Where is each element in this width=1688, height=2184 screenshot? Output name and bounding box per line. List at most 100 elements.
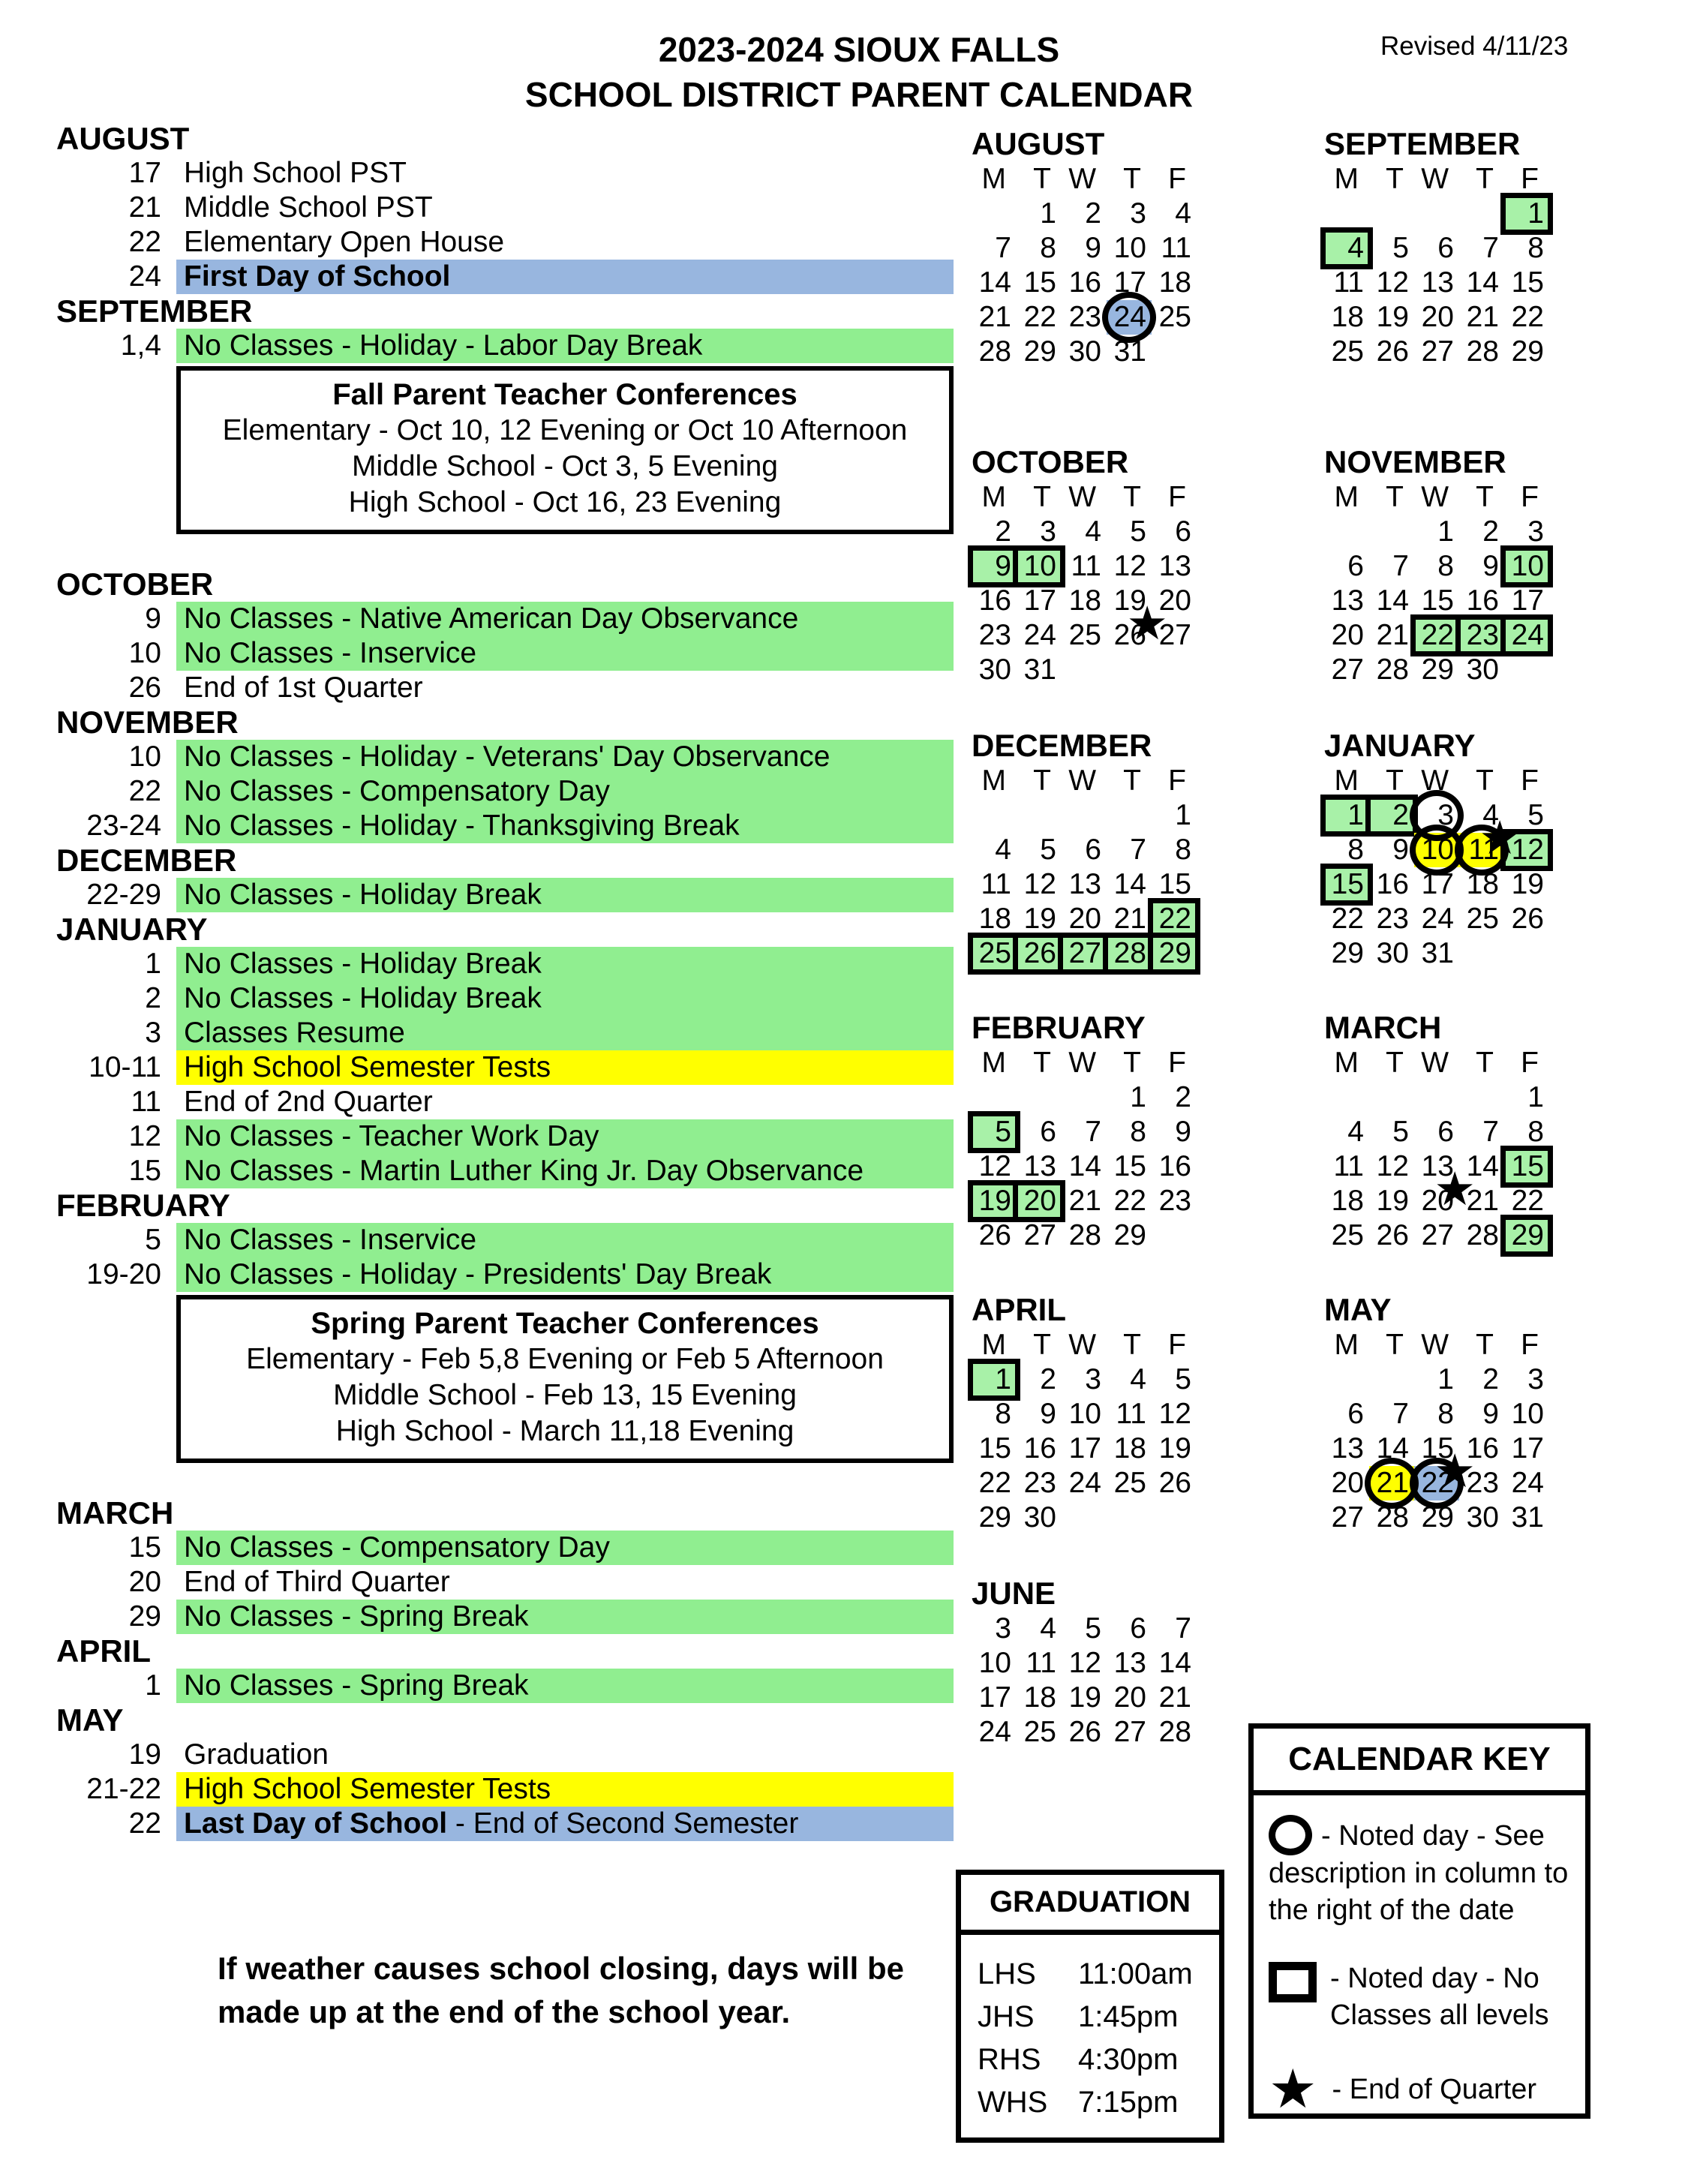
event-text: Graduation — [184, 1738, 329, 1771]
calendar-day-cell: 4 — [1347, 1116, 1364, 1148]
calendar-day-cell: 28 — [1466, 335, 1499, 368]
event-date: 22-29 — [86, 879, 161, 911]
no-classes-square-icon — [1269, 1962, 1317, 2002]
calendar-day-cell — [1062, 653, 1107, 687]
weather-note: If weather causes school closing, days w… — [218, 1947, 904, 2034]
weekday-label: T — [1476, 481, 1494, 513]
calendar-week-row: 7 8 9 10 11 — [972, 231, 1198, 266]
calendar-week-row: 15 16 17 18 19 — [972, 1431, 1198, 1466]
weekday-label: T — [1123, 1047, 1141, 1079]
calendar-day-cell: 30 — [1466, 1501, 1499, 1534]
calendar-day-cell: 18 — [1068, 584, 1101, 617]
event-text: High School Semester Tests — [176, 1050, 954, 1085]
calendar-day-cell: 7 — [1392, 550, 1409, 582]
key-entry-noted-day-circle: - Noted day - See description in column … — [1269, 1815, 1570, 1929]
event-text: No Classes - Holiday - Labor Day Break — [176, 329, 954, 363]
key-entry-end-of-quarter: ★ - End of Quarter — [1269, 2062, 1570, 2116]
weekday-label: T — [1476, 1329, 1494, 1361]
calendar-week-row: 19 20 21 22 23 — [968, 1180, 1198, 1222]
calendar-day-cell: 9 — [1392, 834, 1409, 866]
event-date: 5 — [145, 1224, 161, 1256]
calendar-week-row: 25 26 27 28 29 — [1324, 1215, 1553, 1257]
calendar-day-cell: 25 — [1158, 301, 1191, 333]
calendar-week-row: 13 14 15 16 17 — [1324, 584, 1551, 618]
event-row: 17 High School PST — [56, 156, 954, 191]
month-heading: MAY — [56, 1702, 124, 1738]
calendar-day-cell: 31 — [1023, 653, 1056, 686]
calendar-day-cell — [1152, 335, 1197, 369]
calendar-week-row: 14 15 16 17 18 — [972, 266, 1198, 300]
calendar-week-row: 29 30 31 — [1324, 936, 1551, 971]
event-text: No Classes - Inservice — [176, 636, 954, 671]
calendar-day-cell — [1414, 197, 1459, 231]
calendar-day-cell: 23 — [1158, 1185, 1191, 1217]
weekday-label: T — [1033, 1329, 1051, 1361]
mini-calendar-march: MARCHMTWTF145678111213141518192021222526… — [1324, 1010, 1553, 1257]
event-text: High School Semester Tests — [176, 1772, 954, 1807]
event-row: 2 No Classes - Holiday Break — [56, 981, 954, 1016]
calendar-day-cell — [1504, 653, 1549, 687]
calendar-day-cell — [1459, 197, 1504, 231]
calendar-month-name: AUGUST — [972, 126, 1105, 161]
calendar-day-cell: 8 — [1437, 550, 1454, 582]
calendar-day-cell: 27 — [1023, 1219, 1056, 1251]
weekday-label: M — [1334, 481, 1359, 513]
calendar-day-cell: 14 — [1376, 584, 1409, 617]
calendar-day-cell: 23 — [1068, 301, 1101, 333]
weekday-label: T — [1386, 481, 1404, 513]
weekday-label: T — [1386, 163, 1404, 195]
calendar-day-cell: 13 — [1331, 1432, 1364, 1465]
calendar-day-cell: 5 — [1085, 1612, 1101, 1645]
calendar-day-cell — [1152, 1501, 1197, 1535]
calendar-day-cell: 11 — [1333, 266, 1365, 299]
calendar-day-cell: 30 — [1023, 1501, 1056, 1534]
calendar-day-cell-marked: 1 — [1500, 193, 1553, 235]
calendar-day-cell: 24 — [1068, 1467, 1101, 1499]
calendar-day-cell: 11 — [1026, 1647, 1057, 1679]
calendar-day-cell-marked: 3 — [1414, 798, 1459, 833]
mini-calendar-august: AUGUST M T W T F 1 2 3 4 7 8 9 10 11 14 15 16 17 18 21 22 23 24… — [972, 126, 1198, 369]
calendar-day-cell: 11 — [1116, 1398, 1147, 1430]
weekday-label: W — [1068, 1329, 1096, 1361]
calendar-day-cell-marked: 21 — [1369, 1466, 1414, 1501]
calendar-day-cell: 23 — [978, 619, 1011, 651]
calendar-day-cell-marked: 10 — [1414, 833, 1459, 867]
calendar-day-cell: 26 — [1376, 1219, 1409, 1251]
calendar-day-cell: 8 — [1175, 834, 1191, 866]
calendar-day-cell: 29 — [1113, 1219, 1146, 1251]
calendar-day-cell: 20 — [1068, 903, 1101, 935]
calendar-day-cell: 18 — [1158, 266, 1191, 299]
calendar-week-row: 12 13 14 15 16 — [972, 1149, 1198, 1184]
weekday-label: T — [1123, 481, 1141, 513]
graduation-time: 7:15pm — [1078, 2086, 1179, 2119]
weather-note-line2: made up at the end of the school year. — [218, 1994, 791, 2029]
mini-calendar-september: SEPTEMBER M T W T F 1 4 5 6 7 8 11 12 13 14 15 18 19 20 21 22… — [1320, 126, 1553, 369]
calendar-week-row: 18 19 20 21 22 — [1324, 300, 1551, 335]
calendar-day-cell: 30 — [1466, 653, 1499, 686]
calendar-day-cell-marked: 15 — [1500, 1146, 1553, 1188]
graduation-school: JHS — [978, 2000, 1035, 2033]
calendar-day-cell: 2 — [995, 515, 1011, 548]
calendar-day-cell-marked: 10 — [1013, 545, 1065, 587]
calendar-day-cell: 4 — [1085, 515, 1101, 548]
calendar-day-cell: 2 — [1085, 197, 1101, 230]
event-date: 15 — [128, 1155, 161, 1187]
conference-line: High School - March 11,18 Evening — [335, 1415, 794, 1447]
calendar-day-cell: 21 — [1158, 1681, 1191, 1714]
weekday-label: T — [1033, 765, 1051, 797]
event-row: 29 No Classes - Spring Break — [56, 1600, 954, 1634]
weekday-label: T — [1386, 1329, 1404, 1361]
event-date: 20 — [128, 1566, 161, 1598]
calendar-day-cell: 8 — [995, 1398, 1011, 1430]
calendar-day-cell: 19 — [1158, 1432, 1191, 1465]
calendar-day-cell: 13 — [1113, 1647, 1146, 1679]
calendar-day-cell: 26 — [978, 1219, 1011, 1251]
mini-calendar-june: JUNE 3 4 5 6 7 10 11 12 13 14 17 18 19 20 21 24 25 26 27 28 — [972, 1576, 1198, 1750]
calendar-day-cell: 21 — [1376, 619, 1409, 651]
calendar-day-cell-marked: 25 — [968, 933, 1020, 975]
calendar-day-cell: 1 — [1437, 515, 1454, 548]
